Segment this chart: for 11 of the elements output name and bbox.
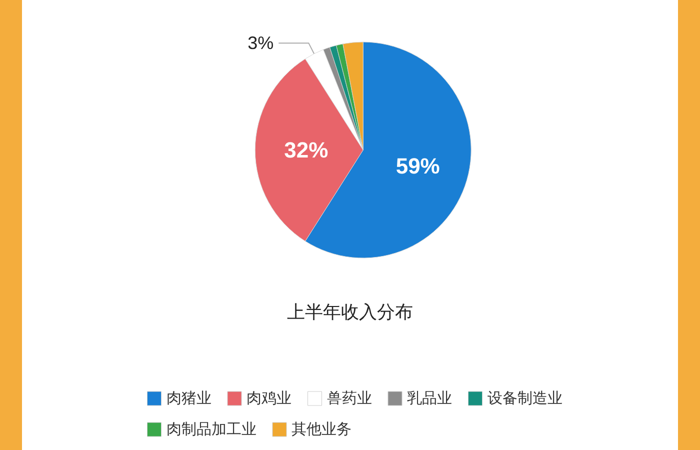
data-label: 32%	[284, 138, 328, 162]
legend-label: 兽药业	[326, 390, 372, 407]
text: 上半年收入分布	[287, 302, 413, 322]
legend-label: 肉猪业	[166, 390, 212, 407]
legend-label: 乳品业	[407, 390, 452, 407]
legend-label: 其他业务	[292, 421, 352, 438]
data-label: 3%	[248, 33, 274, 54]
data-label: 59%	[396, 153, 440, 178]
legend-label: 肉鸡业	[246, 390, 292, 407]
legend-label: 肉制品加工业	[166, 421, 256, 438]
legend-label: 设备制造业	[487, 390, 562, 407]
